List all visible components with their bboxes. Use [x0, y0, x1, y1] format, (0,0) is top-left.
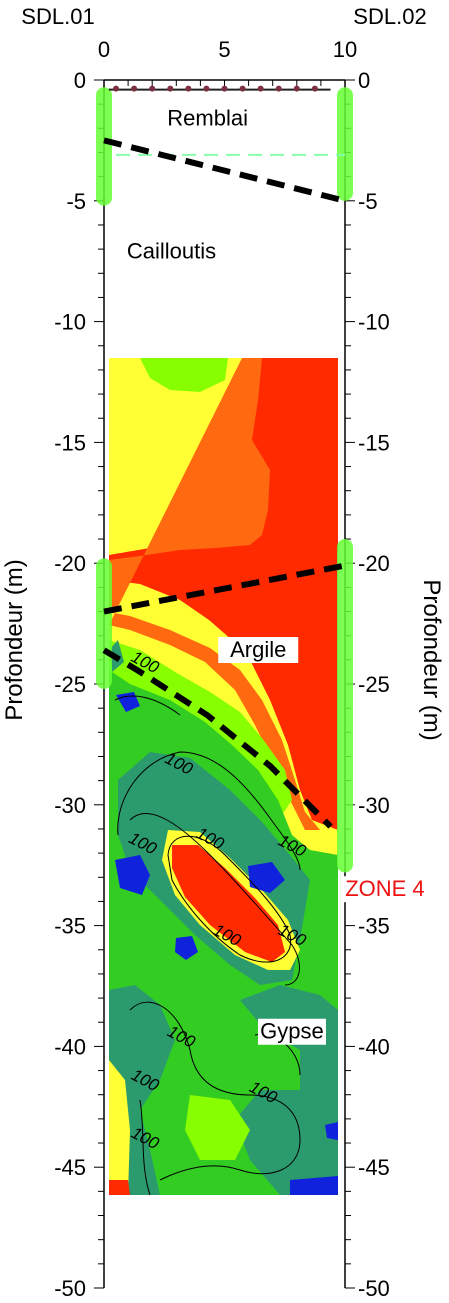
field-lime-top [140, 358, 228, 392]
tomogram [109, 358, 338, 1195]
field-blue-b [248, 862, 285, 893]
field-red-inner [270, 358, 338, 565]
layer-label-bg [161, 105, 254, 132]
layer-label-bg [257, 1018, 326, 1045]
contour-line [117, 751, 301, 871]
surface-point [203, 85, 210, 92]
contour-line [114, 695, 181, 716]
surface-point [167, 85, 174, 92]
contour-line [129, 813, 300, 986]
contour-line [167, 835, 292, 963]
layer-label: Argile [230, 637, 286, 662]
x-tick-label: 10 [333, 37, 357, 62]
contour-line [129, 1001, 301, 1181]
interface-line [103, 562, 346, 615]
field-orange-band [109, 358, 320, 830]
y-ticks-left: 0 -5 -10 -15 -20 -25 -30 -35 -40 -45 -50 [54, 68, 104, 1301]
y-tick-label-left: 0 [74, 68, 86, 93]
casing-interval [96, 87, 112, 206]
casing-interval [337, 539, 353, 873]
y-tick-label-left: -20 [54, 551, 86, 576]
y-tick-label-left: -50 [54, 1276, 86, 1301]
surface-point [149, 85, 156, 92]
borehole-name-right: SDL.02 [353, 4, 426, 29]
layer-label: Cailloutis [127, 238, 216, 263]
y-tick-label-right: 0 [358, 68, 370, 93]
surface-point [257, 85, 264, 92]
layer-label: Remblai [167, 105, 248, 130]
field-red-upper [109, 358, 338, 830]
x-tick-label: 5 [218, 37, 230, 62]
casing-intervals [96, 87, 353, 873]
layer-interfaces [102, 137, 346, 829]
surface-point [239, 85, 246, 92]
y-tick-label-left: -25 [54, 672, 86, 697]
zone-label-group: ZONE 4 [343, 876, 449, 903]
interface-line [103, 137, 346, 204]
field-lime-low [185, 1095, 250, 1160]
y-tick-label-right: -35 [358, 914, 390, 939]
casing-interval [337, 87, 353, 201]
x-ticks: 0 5 10 [98, 37, 357, 89]
y-tick-label-left: -30 [54, 793, 86, 818]
surface-point [275, 85, 282, 92]
field-blue-c [175, 936, 198, 960]
y-tick-label-right: -20 [358, 551, 390, 576]
surface-point [221, 85, 228, 92]
field-blue-f [325, 1122, 338, 1140]
y-tick-label-left: -15 [54, 430, 86, 455]
y-tick-label-right: -30 [358, 793, 390, 818]
casing-interval [96, 558, 112, 689]
y-tick-label-right: -25 [358, 672, 390, 697]
layer-label-bg [107, 238, 236, 265]
y-tick-label-left: -35 [54, 914, 86, 939]
y-tick-label-right: -40 [358, 1034, 390, 1059]
field-red-corner [109, 1180, 130, 1195]
surface-level [108, 85, 331, 92]
surface-point [131, 85, 138, 92]
layer-labels: Remblai Cailloutis Argile Gypse [107, 105, 326, 1045]
field-blue-a [115, 855, 150, 895]
zone-label: ZONE 4 [345, 876, 424, 901]
ylabel-left: Profondeur (m) [1, 559, 28, 720]
y-tick-label-right: -15 [358, 430, 390, 455]
y-tick-label-right: -50 [358, 1276, 390, 1301]
y-tick-label-right: -5 [358, 189, 378, 214]
layer-label-bg [218, 637, 299, 664]
field-yellow-lowleft [109, 1060, 130, 1195]
surface-point [311, 85, 318, 92]
contour-lines [114, 695, 301, 1196]
y-tick-label-left: -10 [54, 310, 86, 335]
field-red-zone4 [172, 845, 285, 962]
y-tick-label-left: -45 [54, 1155, 86, 1180]
y-tick-label-left: -40 [54, 1034, 86, 1059]
x-tick-label: 0 [98, 37, 110, 62]
y-tick-label-left: -5 [66, 189, 86, 214]
surface-point [113, 85, 120, 92]
layer-label: Gypse [260, 1019, 324, 1044]
surface-point [185, 85, 192, 92]
field-blue-e [290, 1176, 338, 1195]
surface-point [293, 85, 300, 92]
contour-line [139, 1099, 151, 1196]
y-tick-label-right: -45 [358, 1155, 390, 1180]
ylabel-right: Profondeur (m) [418, 579, 445, 740]
zone-label-bg [343, 876, 449, 903]
y-tick-label-right: -10 [358, 310, 390, 335]
y-ticks-right: 0 -5 -10 -15 -20 -25 -30 -35 -40 -45 -50 [345, 68, 390, 1301]
borehole-name-left: SDL.01 [21, 4, 94, 29]
interface-line [102, 647, 333, 829]
